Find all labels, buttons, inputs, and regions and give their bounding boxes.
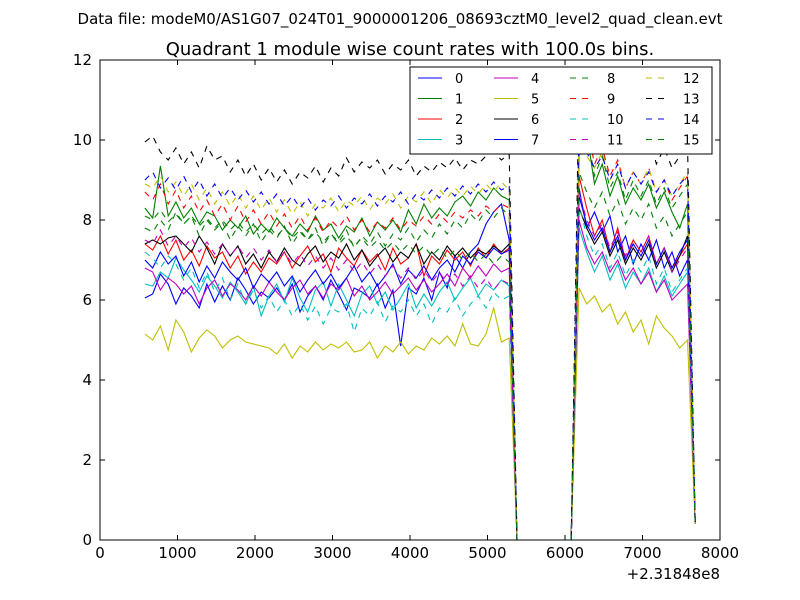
series-line-15: [144, 171, 696, 541]
legend-label-5: 5: [531, 93, 539, 108]
x-offset-label: +2.31848e8: [627, 565, 720, 583]
series-line-3: [144, 227, 696, 541]
plot-lines: [144, 87, 696, 541]
legend-label-11: 11: [607, 134, 624, 149]
legend-label-15: 15: [683, 134, 700, 149]
y-tick-label: 8: [82, 211, 92, 229]
y-tick-label: 10: [73, 131, 92, 149]
legend-label-13: 13: [683, 93, 700, 108]
series-line-6: [144, 207, 696, 541]
x-tick-label: 3000: [313, 544, 351, 562]
data-file-suptitle: Data file: modeM0/AS1G07_024T01_90000012…: [78, 10, 723, 29]
x-tick-label: 1000: [158, 544, 196, 562]
series-line-10: [144, 203, 696, 541]
x-tick-label: 8000: [701, 544, 739, 562]
series-line-9: [144, 122, 696, 541]
series-line-2: [144, 175, 696, 541]
series-line-5: [144, 287, 696, 541]
y-tick-label: 6: [82, 291, 92, 309]
legend-label-6: 6: [531, 113, 539, 128]
y-tick-label: 0: [82, 531, 92, 549]
y-tick-label: 12: [73, 51, 92, 69]
x-tick-label: 7000: [623, 544, 661, 562]
series-line-4: [144, 219, 696, 541]
legend-label-1: 1: [455, 93, 463, 108]
chart-title: Quadrant 1 module wise count rates with …: [166, 39, 655, 60]
legend-label-10: 10: [607, 113, 624, 128]
y-tick-label: 2: [82, 451, 92, 469]
x-tick-label: 6000: [546, 544, 584, 562]
legend-label-8: 8: [607, 72, 615, 87]
series-line-1: [144, 131, 696, 541]
series-line-8: [144, 130, 696, 541]
series-line-12: [144, 135, 696, 541]
axis-ticks: 0 1000 2000 3000 4000 5000 6000 7000 80000246810…: [73, 51, 739, 562]
series-line-14: [144, 123, 696, 541]
y-tick-label: 4: [82, 371, 92, 389]
legend-label-9: 9: [607, 93, 615, 108]
legend-label-3: 3: [455, 134, 463, 149]
legend-label-7: 7: [531, 134, 539, 149]
legend-label-2: 2: [455, 113, 463, 128]
x-tick-label: 4000: [391, 544, 429, 562]
x-tick-label: 0: [95, 544, 105, 562]
series-line-11: [144, 191, 696, 541]
series-line-7: [144, 195, 696, 541]
legend-label-12: 12: [683, 72, 700, 87]
x-tick-label: 2000: [236, 544, 274, 562]
legend-label-4: 4: [531, 72, 539, 87]
legend-label-14: 14: [683, 113, 700, 128]
x-tick-label: 5000: [468, 544, 506, 562]
legend-label-0: 0: [455, 72, 463, 87]
